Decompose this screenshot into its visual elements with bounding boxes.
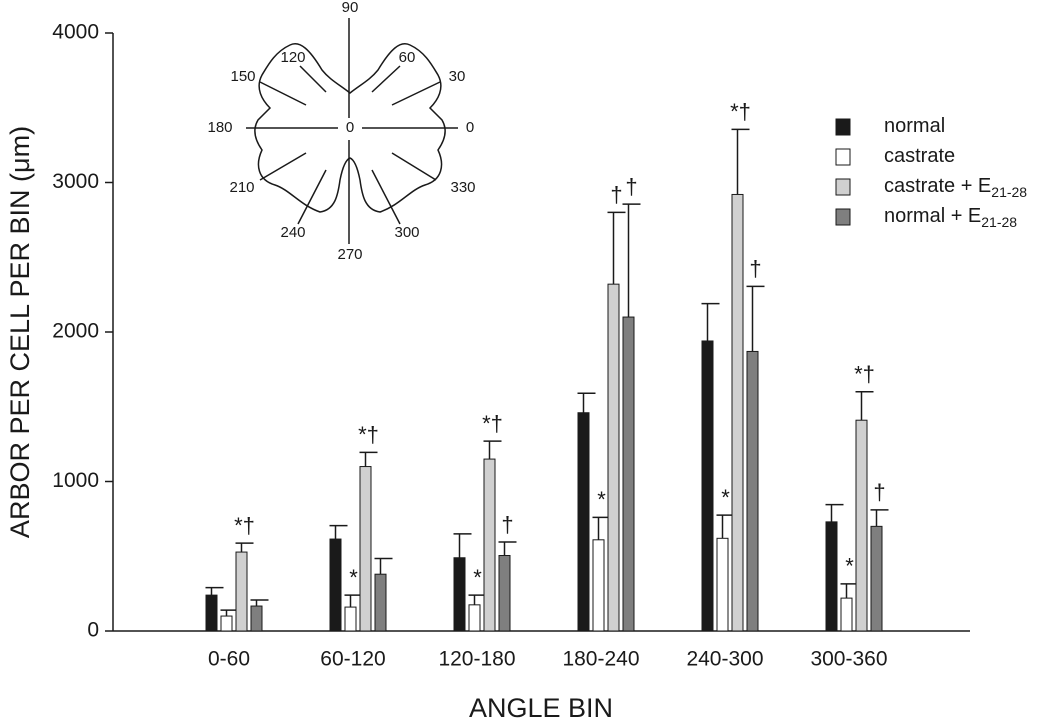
legend-swatch [835,208,851,226]
y-tick-label: 4000 [52,21,99,44]
bar [344,606,357,632]
x-tick-label: 240-300 [686,648,763,671]
inset-axis [259,152,307,181]
inset-label: 300 [394,224,419,241]
legend-subscript: 21-28 [981,214,1017,230]
x-tick-label: 180-240 [562,648,639,671]
inset-label: 150 [230,68,255,85]
significance-marker: † [501,512,513,537]
bar [250,605,263,632]
x-tick-label: 300-360 [810,648,887,671]
x-tick-label: 0-60 [208,648,250,671]
significance-marker: † [873,480,885,505]
legend-label: normal [884,115,945,137]
bar [825,521,838,632]
bar [731,193,744,632]
inset-axis [299,65,327,93]
bar [607,283,620,632]
inset-axis [259,81,307,106]
legend-name: normal + E [884,205,981,227]
inset-label: 120 [280,49,305,66]
inset-label: 30 [449,68,466,85]
inset-axis [391,81,441,106]
significance-marker: * [597,487,606,512]
significance-marker: * [721,485,730,510]
x-tick-label: 120-180 [438,648,515,671]
x-tick-label: 60-120 [320,648,385,671]
bar [498,555,511,632]
inset-axis [297,169,327,225]
inset-axis [371,65,401,93]
bar [577,412,590,632]
significance-marker: *† [482,411,503,436]
legend-swatch [835,118,851,136]
spinal-cord-outline [254,43,446,213]
legend-label: castrate + E21-28 [884,175,1027,199]
significance-marker: * [349,565,358,590]
inset-label: 210 [229,179,254,196]
inset-label: 270 [337,246,362,263]
legend-name: castrate + E [884,175,991,197]
inset-axis [371,169,401,225]
y-tick-label: 1000 [52,469,99,492]
bar [468,604,481,632]
significance-marker: † [749,256,761,281]
legend-swatch [835,178,851,196]
significance-marker: *† [234,513,255,538]
legend-name: castrate [884,145,955,167]
bar [592,539,605,632]
bar [855,419,868,632]
bar [205,594,218,632]
legend-swatch [835,148,851,166]
y-axis-title: ARBOR PER CELL PER BIN (μm) [5,126,35,538]
inset-label: 90 [342,0,359,16]
bar [235,551,248,632]
y-tick-label: 0 [87,619,99,642]
inset-label: 60 [399,49,416,66]
bar [701,340,714,632]
significance-marker: *† [854,362,875,387]
bar [840,597,853,632]
x-axis-title: ANGLE BIN [469,693,613,722]
legend-label: normal + E21-28 [884,205,1017,229]
significance-marker: † [610,182,622,207]
legend-label: castrate [884,145,955,167]
significance-marker: *† [730,99,751,124]
significance-marker: † [625,174,637,199]
bar [483,458,496,632]
significance-marker: * [473,565,482,590]
bar [374,573,387,632]
significance-marker: * [845,554,854,579]
bar [359,466,372,632]
inset-label: 240 [280,224,305,241]
bar [746,350,759,632]
bar [716,537,729,632]
inset-diagram [246,18,458,244]
bar [622,316,635,632]
y-tick-label: 3000 [52,170,99,193]
inset-label: 0 [346,119,354,136]
inset-label: 330 [450,179,475,196]
y-tick-label: 2000 [52,320,99,343]
bar [329,538,342,632]
legend-subscript: 21-28 [991,184,1027,200]
inset-label: 180 [207,119,232,136]
legend-name: normal [884,115,945,137]
bar [220,615,233,632]
inset-label: 0 [466,119,474,136]
bar [870,525,883,632]
inset-axis [391,152,437,181]
significance-marker: *† [358,422,379,447]
bar [453,557,466,632]
